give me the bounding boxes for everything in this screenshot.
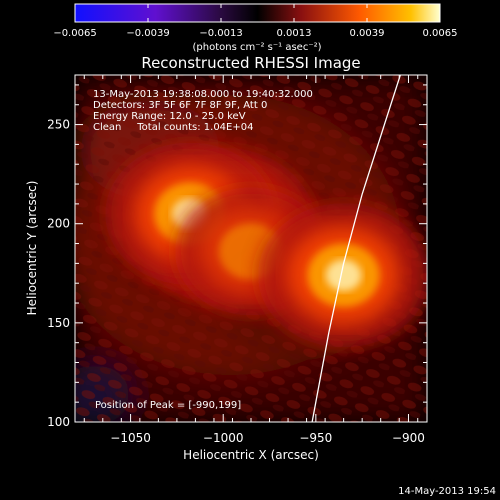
chart-title: Reconstructed RHESSI Image — [141, 54, 360, 72]
x-tick-label: −1050 — [110, 431, 151, 445]
annotation-clean-counts: Clean Total counts: 1.04E+04 — [93, 122, 253, 133]
x-tick-label: −950 — [299, 431, 332, 445]
y-axis-label: Heliocentric Y (arcsec) — [25, 181, 39, 316]
y-tick-label: 200 — [47, 217, 70, 231]
footer-timestamp: 14-May-2013 19:54 — [398, 486, 496, 497]
colorbar-tick-label: 0.0013 — [277, 28, 312, 39]
colorbar-tick-label: −0.0065 — [53, 28, 96, 39]
y-tick-label: 150 — [47, 316, 70, 330]
x-axis-label: Heliocentric X (arcsec) — [183, 448, 319, 462]
observation-info: 13-May-2013 19:38:08.000 to 19:40:32.000… — [93, 89, 313, 411]
colorbar-units: (photons cm⁻² s⁻¹ asec⁻²) — [192, 42, 321, 53]
heatmap-image — [75, 75, 427, 422]
colorbar-gradient — [74, 3, 441, 23]
plot-area: −1050 −1000 −950 −900 100 150 200 250 — [47, 74, 428, 445]
y-tick-label: 100 — [47, 415, 70, 429]
x-tick-label: −900 — [392, 431, 425, 445]
annotation-time-range: 13-May-2013 19:38:08.000 to 19:40:32.000 — [93, 89, 313, 100]
y-axis-ticks: 100 150 200 250 — [47, 84, 427, 429]
colorbar-tick-label: −0.0013 — [199, 28, 242, 39]
heatmap-source-4 — [257, 203, 427, 348]
x-axis-ticks: −1050 −1000 −950 −900 — [83, 75, 425, 445]
x-tick-label: −1000 — [203, 431, 244, 445]
peak-position-label: Position of Peak = [-990,199] — [95, 400, 241, 411]
annotation-detectors: Detectors: 3F 5F 6F 7F 8F 9F, Att 0 — [93, 100, 267, 111]
y-tick-label: 250 — [47, 118, 70, 132]
colorbar-ticks: −0.0065 −0.0039 −0.0013 0.0013 0.0039 0.0065 — [53, 4, 458, 39]
annotation-energy-range: Energy Range: 12.0 - 25.0 keV — [93, 111, 246, 122]
colorbar-tick-label: 0.0039 — [350, 28, 385, 39]
colorbar-tick-label: 0.0065 — [423, 28, 458, 39]
colorbar-tick-label: −0.0039 — [126, 28, 169, 39]
colorbar: −0.0065 −0.0039 −0.0013 0.0013 0.0039 0.0065 … — [53, 3, 458, 53]
solar-limb-curve — [311, 75, 402, 422]
